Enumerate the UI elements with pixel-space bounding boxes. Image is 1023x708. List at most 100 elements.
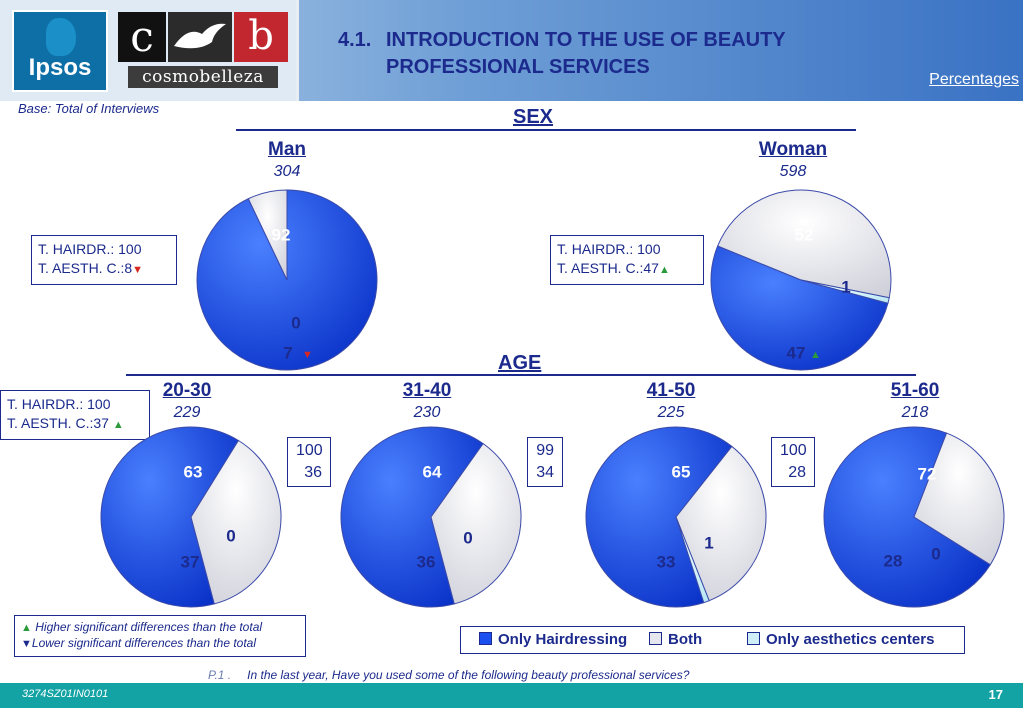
section-sex-rule bbox=[236, 129, 856, 131]
down-triangle-icon: ▼ bbox=[21, 638, 32, 650]
slice-both bbox=[190, 439, 282, 605]
page-number: 17 bbox=[988, 687, 1003, 702]
group-header-31-40: 31-40 230 bbox=[367, 380, 487, 422]
totals-box-31-40: 100 36 bbox=[287, 437, 331, 487]
slice-hairdressing bbox=[710, 245, 889, 371]
slice-both bbox=[430, 442, 522, 605]
data-label: 52 bbox=[795, 225, 814, 244]
pie-31-40: 64 36 0 bbox=[340, 426, 522, 608]
footer-code: 3274SZ01IN0101 bbox=[22, 688, 109, 700]
slice-both bbox=[247, 189, 288, 281]
units-label[interactable]: Percentages bbox=[929, 71, 1019, 88]
group-sample-size: 225 bbox=[657, 404, 685, 421]
total-hair-value: 99 bbox=[536, 442, 554, 459]
section-sex-title: SEX bbox=[513, 106, 554, 128]
question-prefix: P.1 . bbox=[208, 668, 232, 682]
slice-both bbox=[717, 189, 892, 299]
slice-hairdressing bbox=[340, 426, 484, 608]
data-label: 28 bbox=[884, 551, 903, 570]
total-hair-label: T. HAIRDR.: bbox=[557, 241, 634, 257]
pie-man: 92 7 ▼ 0 bbox=[196, 189, 378, 371]
legend-item-hairdressing: Only Hairdressing bbox=[479, 631, 627, 648]
data-label: 7 bbox=[283, 343, 292, 362]
pie-20-30: 63 37 0 bbox=[100, 426, 282, 608]
legend-swatch bbox=[479, 632, 492, 645]
down-triangle-icon: ▼ bbox=[132, 264, 144, 276]
group-sample-size: 229 bbox=[173, 404, 201, 421]
data-label: 1 bbox=[841, 277, 850, 296]
question-note: P.1 . In the last year, Have you used som… bbox=[208, 668, 689, 682]
totals-box-man: T. HAIRDR.: 100 T. AESTH. C.:8▼ bbox=[31, 235, 177, 285]
cosmobelleza-logo: c b bbox=[118, 12, 288, 62]
note-lower: Lower significant differences than the t… bbox=[31, 636, 257, 650]
group-name: 51-60 bbox=[890, 380, 940, 401]
cosmobelleza-wordmark: cosmobelleza bbox=[128, 66, 278, 88]
total-hair-value: 100 bbox=[780, 442, 807, 459]
group-name: 31-40 bbox=[402, 380, 452, 401]
total-aesth-value: 37 bbox=[93, 415, 109, 431]
group-header-woman: Woman 598 bbox=[733, 139, 853, 181]
title-line-1: INTRODUCTION TO THE USE OF BEAUTY bbox=[386, 29, 786, 51]
group-header-man: Man 304 bbox=[227, 139, 347, 181]
group-header-51-60: 51-60 218 bbox=[855, 380, 975, 422]
legend-item-both: Both bbox=[649, 631, 702, 648]
data-label: 65 bbox=[672, 462, 691, 481]
legend-swatch bbox=[649, 632, 662, 645]
total-aesth-value: 8 bbox=[124, 260, 133, 276]
slice-hairdressing bbox=[823, 426, 992, 608]
group-name: Man bbox=[268, 139, 306, 160]
data-label: 36 bbox=[417, 552, 436, 571]
total-aesth-value: 36 bbox=[304, 464, 322, 481]
up-triangle-icon: ▲ bbox=[810, 349, 821, 361]
group-name: Woman bbox=[758, 139, 828, 160]
group-header-20-30: 20-30 229 bbox=[127, 380, 247, 422]
slice-hairdressing bbox=[585, 426, 733, 608]
title-line-2: PROFESSIONAL SERVICES bbox=[386, 56, 650, 78]
face-icon bbox=[46, 18, 76, 56]
legend-label: Only Hairdressing bbox=[498, 631, 628, 648]
legend-swatch bbox=[747, 632, 760, 645]
significance-notes: ▲ Higher significant differences than th… bbox=[14, 615, 306, 657]
group-name: 41-50 bbox=[646, 380, 696, 401]
up-triangle-icon: ▲ bbox=[112, 419, 124, 431]
totals-box-41-50: 99 34 bbox=[527, 437, 563, 487]
total-aesth-label: T. AESTH. C.: bbox=[7, 415, 94, 431]
section-age-title: AGE bbox=[498, 352, 542, 374]
slice-aesthetics bbox=[800, 279, 890, 304]
logo-area: Ipsos c b cosmobelleza bbox=[0, 0, 299, 101]
logo-letter-b: b bbox=[234, 12, 288, 62]
total-aesth-value: 47 bbox=[643, 260, 659, 276]
data-label: 0 bbox=[226, 526, 235, 545]
totals-box-woman: T. HAIRDR.: 100 T. AESTH. C.:47▲ bbox=[550, 235, 704, 285]
logo-letter-c: c bbox=[118, 12, 166, 62]
legend-label: Only aesthetics centers bbox=[766, 631, 935, 648]
ipsos-logo: Ipsos bbox=[12, 10, 108, 92]
data-label: 47 bbox=[787, 343, 806, 362]
data-label: 1 bbox=[704, 533, 713, 552]
ipsos-logo-text: Ipsos bbox=[28, 54, 92, 81]
base-note: Base: Total of Interviews bbox=[18, 101, 160, 116]
data-label: 92 bbox=[272, 225, 291, 244]
slice-hairdressing bbox=[100, 426, 240, 608]
slice-both bbox=[675, 445, 767, 602]
title-number: 4.1. bbox=[338, 29, 372, 51]
total-aesth-label: T. AESTH. C.: bbox=[38, 260, 125, 276]
question-text: In the last year, Have you used some of … bbox=[247, 668, 690, 682]
data-label: 37 bbox=[181, 552, 200, 571]
total-aesth-value: 34 bbox=[536, 464, 554, 481]
data-label: 72 bbox=[918, 464, 937, 483]
total-hair-value: 100 bbox=[87, 396, 111, 412]
group-sample-size: 230 bbox=[413, 404, 441, 421]
total-aesth-label: T. AESTH. C.: bbox=[557, 260, 644, 276]
chart-legend: Only Hairdressing Both Only aesthetics c… bbox=[460, 626, 965, 654]
footer-bar: 3274SZ01IN0101 17 bbox=[0, 683, 1023, 708]
note-higher: Higher significant differences than the … bbox=[35, 620, 263, 634]
data-label: 64 bbox=[423, 462, 442, 481]
totals-box-20-30: T. HAIRDR.: 100 T. AESTH. C.:37 ▲ bbox=[0, 390, 150, 440]
down-triangle-icon: ▼ bbox=[302, 349, 313, 361]
data-label: 0 bbox=[463, 528, 472, 547]
pie-41-50: 65 33 1 bbox=[585, 426, 767, 608]
group-header-41-50: 41-50 225 bbox=[611, 380, 731, 422]
data-label: 63 bbox=[184, 462, 203, 481]
